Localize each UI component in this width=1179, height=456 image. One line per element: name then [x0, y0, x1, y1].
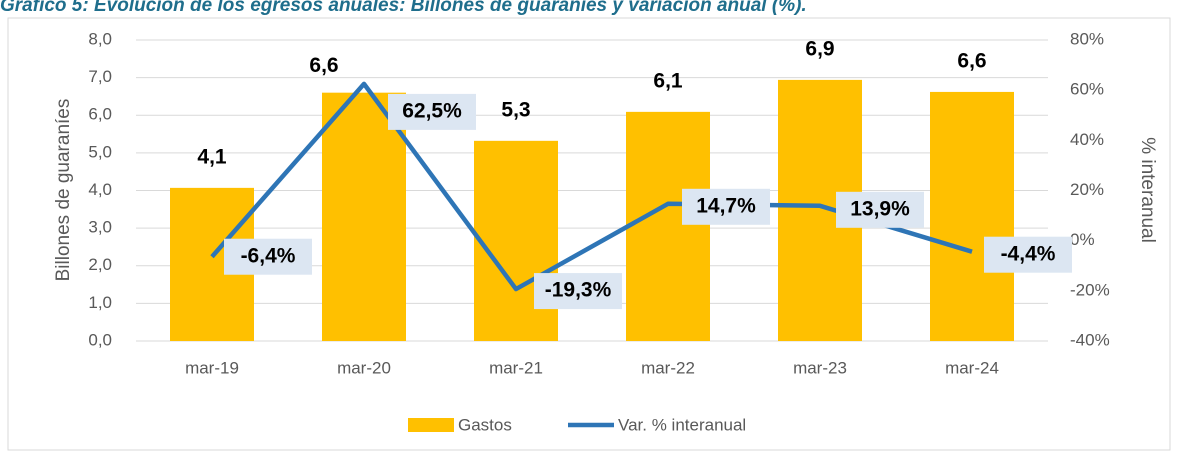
x-tick-label: mar-24 — [945, 358, 999, 377]
x-tick-label: mar-20 — [337, 358, 391, 377]
bar-data-label: 6,6 — [309, 54, 338, 77]
data-label-box — [984, 236, 1072, 273]
x-tick-label: mar-21 — [489, 358, 543, 377]
legend-swatch — [408, 418, 454, 432]
y-tick-label: 0,0 — [88, 330, 112, 349]
y-tick-label: 4,0 — [88, 180, 112, 199]
data-label-box — [682, 188, 770, 225]
line-data-label: -4,4% — [1001, 242, 1056, 265]
y-tick-label: 5,0 — [88, 142, 112, 161]
data-label-box — [224, 238, 312, 275]
y-tick-label: 6,0 — [88, 105, 112, 124]
y2-tick-label: 60% — [1070, 80, 1104, 99]
line-data-label: -19,3% — [545, 279, 612, 302]
y2-tick-label: 80% — [1070, 29, 1104, 48]
bar-data-label: 6,6 — [957, 49, 986, 72]
bar — [626, 111, 710, 342]
line-data-label: 14,7% — [696, 194, 756, 217]
y2-tick-label: 0% — [1070, 230, 1095, 249]
bar-data-label: 6,9 — [805, 37, 834, 60]
y-tick-label: 7,0 — [88, 67, 112, 86]
y2-tick-label: 40% — [1070, 130, 1104, 149]
y2-tick-label: -40% — [1070, 330, 1110, 349]
line-data-label: -6,4% — [241, 244, 296, 267]
y-tick-label: 3,0 — [88, 218, 112, 237]
bar — [474, 140, 558, 341]
legend-label: Gastos — [458, 415, 512, 434]
bar-data-label: 6,1 — [653, 69, 683, 92]
bar-data-label: 5,3 — [501, 98, 530, 121]
bar — [322, 92, 406, 341]
x-tick-label: mar-23 — [793, 358, 847, 377]
data-label-box — [836, 191, 924, 228]
x-tick-label: mar-22 — [641, 358, 695, 377]
y2-tick-label: -20% — [1070, 280, 1110, 299]
y-axis-label: Billones de guaraníes — [53, 99, 74, 282]
line-data-label: 13,9% — [850, 197, 910, 220]
y-tick-label: 8,0 — [88, 29, 112, 48]
data-label-box — [534, 273, 622, 310]
y2-tick-label: 20% — [1070, 180, 1104, 199]
y-tick-label: 2,0 — [88, 255, 112, 274]
x-tick-label: mar-19 — [185, 358, 239, 377]
y-tick-label: 1,0 — [88, 293, 112, 312]
chart-title: Gráfico 5: Evolución de los egresos anua… — [0, 0, 807, 16]
data-label-box — [388, 93, 476, 130]
bar-data-label: 4,1 — [197, 145, 227, 168]
y2-axis-label: % interanual — [1137, 137, 1158, 243]
legend-label: Var. % interanual — [618, 415, 746, 434]
line-data-label: 62,5% — [402, 99, 462, 122]
bar — [930, 91, 1014, 341]
